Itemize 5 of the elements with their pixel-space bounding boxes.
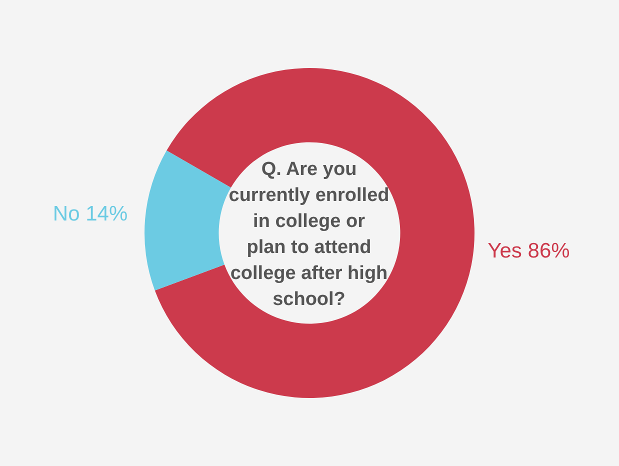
- text: Q. Are you currently enrolled in college or plan to attend college after high school?: [228, 159, 390, 310]
- donut-slice: [144, 150, 231, 291]
- donut-slice: [154, 68, 474, 398]
- slice-label: No 14%: [52, 202, 128, 226]
- slice-label: Yes 86%: [488, 239, 570, 262]
